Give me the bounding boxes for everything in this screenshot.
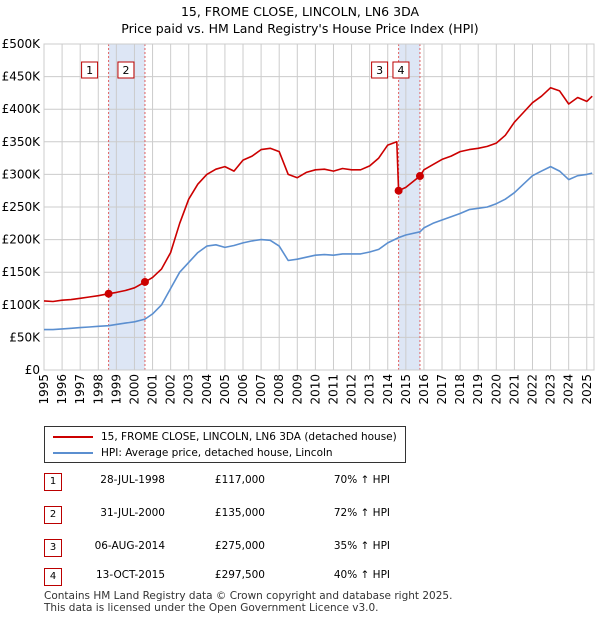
- legend-label-property: 15, FROME CLOSE, LINCOLN, LN6 3DA (detac…: [101, 431, 397, 443]
- legend-swatch-hpi: [53, 452, 93, 454]
- sale-row: 4 13-OCT-2015 £297,500 40% ↑ HPI: [40, 567, 460, 587]
- sale-price: £297,500: [214, 569, 265, 581]
- sale-hpi-change: 40% ↑ HPI: [333, 569, 390, 581]
- x-tick-label: 2019: [471, 374, 485, 405]
- x-tick-label: 2015: [399, 374, 413, 405]
- x-tick-label: 2002: [164, 374, 178, 405]
- hpi-line: [44, 165, 593, 331]
- sale-point: [140, 277, 149, 286]
- sale-label-number: 4: [397, 64, 404, 77]
- x-tick-label: 2021: [507, 374, 521, 405]
- sale-label-frame: [81, 61, 99, 79]
- legend-item-property: 15, FROME CLOSE, LINCOLN, LN6 3DA (detac…: [45, 429, 405, 445]
- x-tick-label: 2025: [580, 374, 594, 405]
- sale-number-badge: 3: [44, 539, 62, 557]
- x-tick-label: 1999: [109, 374, 123, 405]
- chart-title-block: 15, FROME CLOSE, LINCOLN, LN6 3DA Price …: [0, 3, 600, 37]
- y-tick-label: £0: [25, 363, 40, 377]
- property-price-line: [43, 86, 593, 303]
- sale-date: 28-JUL-1998: [100, 474, 165, 486]
- x-tick-label: 1995: [37, 374, 51, 405]
- sale-hpi-change: 35% ↑ HPI: [333, 540, 390, 552]
- x-tick-label: 2024: [562, 374, 576, 405]
- x-tick-label: 1998: [91, 374, 105, 405]
- y-tick-label: £350K: [2, 135, 42, 149]
- sale-number-badge: 4: [44, 568, 62, 586]
- sale-number-badge: 1: [44, 473, 62, 491]
- x-tick-label: 2018: [453, 374, 467, 405]
- x-tick-label: 2011: [326, 374, 340, 405]
- sale-hpi-change: 70% ↑ HPI: [333, 474, 390, 486]
- chart-subtitle: Price paid vs. HM Land Registry's House …: [121, 21, 479, 36]
- sale-number-badge: 2: [44, 506, 62, 524]
- sale-label-number: 3: [376, 64, 383, 77]
- x-tick-label: 2009: [290, 374, 304, 405]
- x-tick-label: 2003: [182, 374, 196, 405]
- x-tick-label: 2013: [363, 374, 377, 405]
- legend-swatch-property: [53, 436, 93, 438]
- x-tick-label: 2023: [544, 374, 558, 405]
- legend: 15, FROME CLOSE, LINCOLN, LN6 3DA (detac…: [44, 426, 406, 463]
- x-tick-label: 2016: [417, 374, 431, 405]
- sale-label-frame: [371, 61, 389, 79]
- x-tick-label: 2007: [254, 374, 268, 405]
- footer-licence: This data is licensed under the Open Gov…: [44, 602, 379, 614]
- legend-item-hpi: HPI: Average price, detached house, Linc…: [45, 445, 405, 461]
- y-tick-label: £50K: [9, 330, 41, 344]
- footer-copyright: Contains HM Land Registry data © Crown c…: [44, 590, 453, 602]
- chart-title: 15, FROME CLOSE, LINCOLN, LN6 3DA: [180, 4, 420, 19]
- price-chart: £0 £50K £100K £150K £200K £250K £300K £350K £400…: [2, 37, 595, 405]
- sale-label-number: 1: [86, 64, 93, 77]
- y-tick-label: £200K: [2, 233, 42, 247]
- x-tick-label: 1996: [55, 374, 69, 405]
- sale-point: [394, 186, 403, 195]
- sale-date: 06-AUG-2014: [94, 540, 165, 552]
- sale-label-box: 1: [81, 61, 99, 79]
- x-tick-label: 2005: [218, 374, 232, 405]
- x-tick-label: 1997: [73, 374, 87, 405]
- x-tick-label: 2020: [489, 374, 503, 405]
- x-tick-label: 2006: [236, 374, 250, 405]
- sale-date: 13-OCT-2015: [96, 569, 165, 581]
- x-tick-label: 2012: [345, 374, 359, 405]
- sale-price: £135,000: [214, 507, 265, 519]
- x-tick-label: 2010: [308, 374, 322, 405]
- sale-price: £275,000: [214, 540, 265, 552]
- y-tick-label: £100K: [2, 298, 42, 312]
- footer: Contains HM Land Registry data © Crown c…: [44, 590, 452, 614]
- plot-border: [43, 43, 595, 371]
- sale-label-box: 2: [117, 61, 135, 79]
- legend-label-hpi: HPI: Average price, detached house, Linc…: [101, 447, 333, 459]
- sale-label-frame: [117, 61, 135, 79]
- sale-point: [104, 289, 113, 298]
- sale-price: £117,000: [214, 474, 265, 486]
- x-tick-label: 2000: [127, 374, 141, 405]
- x-tick-label: 2017: [435, 374, 449, 405]
- sale-point: [415, 172, 424, 181]
- sale-hpi-change: 72% ↑ HPI: [333, 507, 390, 519]
- x-tick-label: 2004: [200, 374, 214, 405]
- y-tick-label: £150K: [2, 265, 42, 279]
- sale-label-box: 3: [371, 61, 389, 79]
- y-tick-label: £450K: [2, 70, 42, 84]
- sale-label-frame: [392, 61, 410, 79]
- y-tick-label: £500K: [2, 37, 42, 51]
- y-tick-label: £300K: [2, 167, 42, 181]
- sale-label-number: 2: [122, 64, 129, 77]
- sale-row: 2 31-JUL-2000 £135,000 72% ↑ HPI: [40, 505, 460, 525]
- sale-row: 1 28-JUL-1998 £117,000 70% ↑ HPI: [40, 472, 460, 492]
- x-tick-label: 2014: [381, 374, 395, 405]
- x-tick-label: 2022: [525, 374, 539, 405]
- x-tick-label: 2001: [146, 374, 160, 405]
- sale-row: 3 06-AUG-2014 £275,000 35% ↑ HPI: [40, 538, 460, 558]
- sale-date: 31-JUL-2000: [100, 507, 165, 519]
- y-tick-label: £400K: [2, 102, 42, 116]
- sale-label-box: 4: [392, 61, 410, 79]
- y-tick-label: £250K: [2, 200, 42, 214]
- x-tick-label: 2008: [272, 374, 286, 405]
